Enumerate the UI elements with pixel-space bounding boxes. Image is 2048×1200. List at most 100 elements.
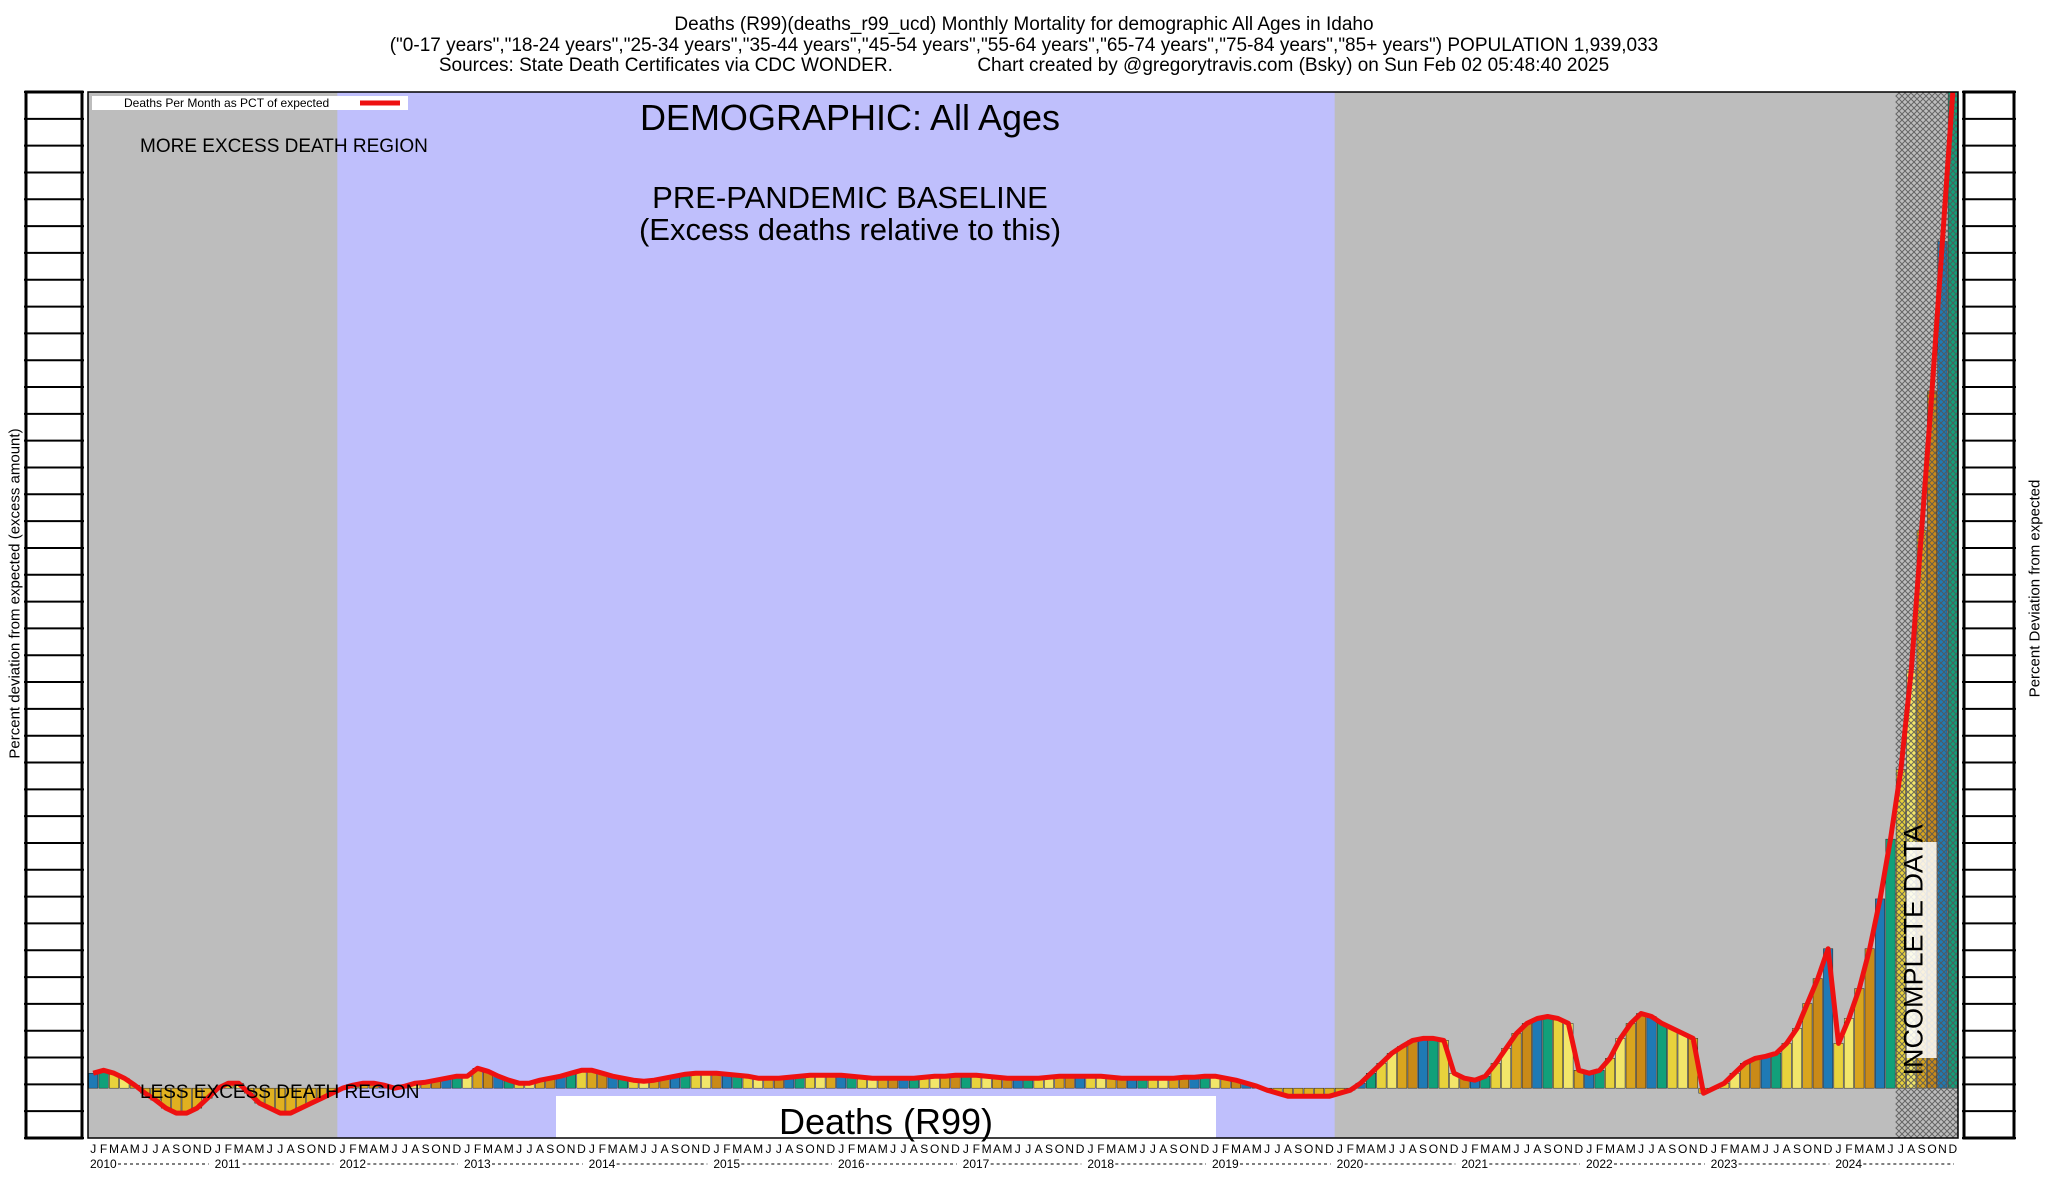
baseline-region bbox=[337, 92, 1335, 1138]
month-label-17: J bbox=[267, 1142, 273, 1156]
bar-month-58 bbox=[690, 1072, 701, 1089]
bar-month-96 bbox=[1085, 1075, 1096, 1089]
bar-month-108 bbox=[1210, 1075, 1221, 1089]
month-label-81: O bbox=[930, 1142, 939, 1156]
bar-month-151 bbox=[1656, 1023, 1667, 1089]
month-label-13: F bbox=[225, 1142, 232, 1156]
bar-month-116 bbox=[1293, 1087, 1304, 1097]
bar-month-104 bbox=[1168, 1077, 1179, 1089]
bar-month-87 bbox=[992, 1076, 1002, 1089]
bar-month-48 bbox=[586, 1070, 597, 1089]
month-label-7: A bbox=[162, 1142, 170, 1156]
month-label-125: J bbox=[1389, 1142, 1395, 1156]
month-label-167: D bbox=[1824, 1142, 1833, 1156]
month-label-96: J bbox=[1088, 1142, 1094, 1156]
bar-month-102 bbox=[1147, 1077, 1158, 1089]
month-label-22: N bbox=[317, 1142, 326, 1156]
month-label-138: J bbox=[1524, 1142, 1530, 1156]
bar-month-111 bbox=[1241, 1082, 1252, 1089]
bar-month-30 bbox=[399, 1085, 410, 1089]
plot-background bbox=[88, 92, 1958, 1138]
month-label-52: M bbox=[628, 1142, 638, 1156]
bar-month-132 bbox=[1459, 1077, 1470, 1089]
bar-month-11 bbox=[202, 1087, 213, 1099]
bar-month-74 bbox=[857, 1076, 867, 1089]
month-label-56: S bbox=[671, 1142, 679, 1156]
month-label-86: M bbox=[982, 1142, 992, 1156]
month-label-3: A bbox=[120, 1142, 128, 1156]
month-label-148: M bbox=[1626, 1142, 1636, 1156]
bar-month-106 bbox=[1189, 1076, 1200, 1089]
month-label-107: D bbox=[1200, 1142, 1209, 1156]
month-label-92: S bbox=[1045, 1142, 1053, 1156]
chart-header-line1: Deaths (R99)(deaths_r99_ucd) Monthly Mor… bbox=[674, 14, 1374, 35]
bar-month-160 bbox=[1750, 1058, 1761, 1089]
year-label-2020: 2020 bbox=[1337, 1157, 1364, 1171]
month-label-160: M bbox=[1750, 1142, 1760, 1156]
month-label-159: A bbox=[1741, 1142, 1749, 1156]
month-label-66: J bbox=[776, 1142, 782, 1156]
bar-month-144 bbox=[1584, 1072, 1595, 1089]
bar-month-70 bbox=[815, 1074, 826, 1089]
bar-month-60 bbox=[711, 1072, 722, 1089]
month-label-110: M bbox=[1231, 1142, 1241, 1156]
incomplete-data-label: INCOMPLETE DATA bbox=[1899, 824, 1929, 1075]
bar-month-32 bbox=[420, 1081, 431, 1089]
month-label-129: O bbox=[1429, 1142, 1438, 1156]
bar-month-56 bbox=[670, 1075, 680, 1089]
month-label-169: F bbox=[1845, 1142, 1852, 1156]
month-label-161: J bbox=[1763, 1142, 1769, 1156]
month-label-43: A bbox=[536, 1142, 544, 1156]
bar-month-65 bbox=[763, 1077, 774, 1089]
month-label-139: A bbox=[1533, 1142, 1541, 1156]
bar-month-6 bbox=[150, 1087, 161, 1101]
month-label-115: A bbox=[1284, 1142, 1292, 1156]
month-label-112: M bbox=[1252, 1142, 1262, 1156]
year-label-2012: 2012 bbox=[339, 1157, 366, 1171]
month-label-101: J bbox=[1139, 1142, 1145, 1156]
month-label-8: S bbox=[172, 1142, 180, 1156]
bar-month-120 bbox=[1334, 1087, 1345, 1094]
baseline-label-line2: (Excess deaths relative to this) bbox=[639, 212, 1061, 247]
month-label-25: F bbox=[349, 1142, 356, 1156]
month-label-79: A bbox=[910, 1142, 918, 1156]
bar-month-107 bbox=[1199, 1075, 1210, 1089]
bar-month-121 bbox=[1345, 1087, 1356, 1091]
month-label-4: M bbox=[130, 1142, 140, 1156]
bar-month-50 bbox=[607, 1075, 618, 1089]
month-label-58: N bbox=[691, 1142, 700, 1156]
chart-header-line2: ("0-17 years","18-24 years","25-34 years… bbox=[389, 35, 1659, 56]
month-label-152: S bbox=[1668, 1142, 1676, 1156]
month-label-45: O bbox=[556, 1142, 565, 1156]
bar-month-14 bbox=[233, 1082, 244, 1089]
bar-month-146 bbox=[1605, 1058, 1615, 1089]
month-label-54: J bbox=[651, 1142, 657, 1156]
month-label-84: J bbox=[963, 1142, 969, 1156]
bar-month-36 bbox=[462, 1075, 473, 1089]
bar-month-73 bbox=[846, 1075, 857, 1089]
month-label-166: N bbox=[1813, 1142, 1822, 1156]
bar-month-18 bbox=[275, 1087, 286, 1114]
bar-month-77 bbox=[888, 1077, 899, 1089]
month-label-30: J bbox=[402, 1142, 408, 1156]
month-label-59: D bbox=[702, 1142, 711, 1156]
month-label-39: A bbox=[494, 1142, 502, 1156]
month-label-165: O bbox=[1803, 1142, 1812, 1156]
year-label-2017: 2017 bbox=[963, 1157, 990, 1171]
month-label-37: F bbox=[474, 1142, 481, 1156]
bar-month-165 bbox=[1802, 1003, 1813, 1089]
month-label-179: D bbox=[1948, 1142, 1957, 1156]
month-label-157: F bbox=[1721, 1142, 1728, 1156]
bar-month-68 bbox=[794, 1075, 805, 1089]
month-label-51: A bbox=[619, 1142, 627, 1156]
bar-month-113 bbox=[1262, 1087, 1273, 1091]
month-label-131: D bbox=[1450, 1142, 1459, 1156]
bar-month-176 bbox=[1916, 530, 1927, 1089]
month-label-69: O bbox=[805, 1142, 814, 1156]
bar-month-171 bbox=[1864, 948, 1875, 1089]
bar-month-28 bbox=[379, 1084, 390, 1089]
month-label-173: J bbox=[1887, 1142, 1893, 1156]
month-label-127: A bbox=[1409, 1142, 1417, 1156]
incomplete-label-box bbox=[1906, 842, 1937, 1058]
month-label-11: D bbox=[203, 1142, 212, 1156]
